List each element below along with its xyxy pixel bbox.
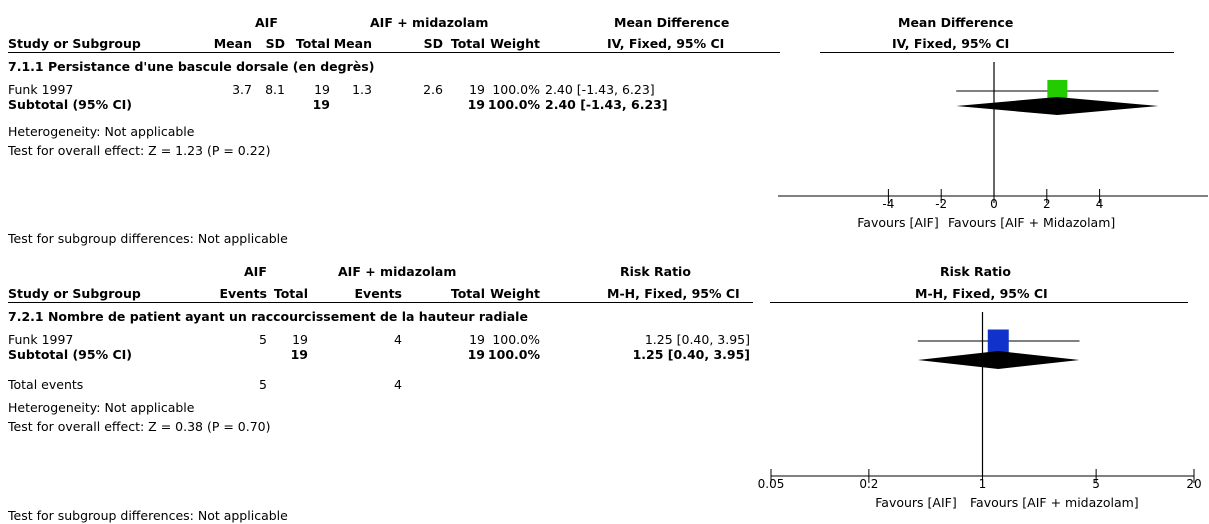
subtotal-weight: 100.0% [487,97,540,112]
column-total2: Total [450,36,485,51]
column-weight: Weight [490,286,540,301]
plot-header: Mean Difference [898,15,1014,30]
subtotal-ci: 2.40 [-1.43, 6.23] [545,97,668,112]
subtotal-total1: 19 [312,97,330,112]
axis-tick-label: 20 [1186,477,1201,491]
column-events2: Events [354,286,402,301]
subgroup-differences-text: Test for subgroup differences: Not appli… [8,231,288,246]
subtotal-label: Subtotal (95% CI) [8,347,132,362]
plot-column-ci: IV, Fixed, 95% CI [892,36,1010,51]
axis-tick-label: 5 [1092,477,1100,491]
total1-value: 19 [292,332,308,347]
plot-header-rule [770,302,1188,303]
column-mean1: Mean [213,36,252,51]
header-rule [8,52,780,53]
column-total1: Total [295,36,330,51]
subgroup-differences-text: Test for subgroup differences: Not appli… [8,508,288,523]
heterogeneity-text: Heterogeneity: Not applicable [8,400,195,415]
subgroup-title: 7.2.1 Nombre de patient ayant un raccour… [8,309,528,324]
favours-right-label: Favours [AIF + midazolam] [970,495,1139,510]
axis-tick-label: 1 [979,477,987,491]
column-ci: M-H, Fixed, 95% CI [607,286,740,301]
effect-header: Risk Ratio [620,264,691,279]
axis-tick-label: -2 [935,197,947,211]
pooled-effect-diamond [956,97,1159,115]
group1-header: AIF [255,15,278,30]
plot-column-ci: M-H, Fixed, 95% CI [915,286,1048,301]
sd1-value: 8.1 [265,82,285,97]
column-sd1: SD [265,36,285,51]
axis-tick-label: 0.2 [859,477,878,491]
axis-tick-label: 4 [1096,197,1104,211]
total-events2: 4 [394,377,402,392]
column-weight: Weight [490,36,540,51]
study-effect-box [1047,80,1068,102]
effect-header: Mean Difference [614,15,730,30]
events1-value: 5 [259,332,267,347]
plot-header-rule [820,52,1174,53]
favours-right-label: Favours [AIF + Midazolam] [948,215,1116,230]
column-sd2: SD [423,36,443,51]
weight-value: 100.0% [492,332,540,347]
total2-value: 19 [469,82,485,97]
heterogeneity-text: Heterogeneity: Not applicable [8,124,195,139]
axis-tick-label: 2 [1043,197,1051,211]
column-mean2: Mean [333,36,372,51]
group2-header: AIF + midazolam [370,15,489,30]
subtotal-total2: 19 [467,347,485,362]
axis-tick-label: 0 [990,197,998,211]
ci-value: 2.40 [-1.43, 6.23] [545,82,655,97]
sd2-value: 2.6 [423,82,443,97]
subtotal-ci: 1.25 [0.40, 3.95] [632,347,750,362]
subtotal-label: Subtotal (95% CI) [8,97,132,112]
axis-tick-label: -4 [882,197,894,211]
column-events1: Events [219,286,267,301]
column-ci: IV, Fixed, 95% CI [607,36,725,51]
column-study: Study or Subgroup [8,286,141,301]
mean1-value: 3.7 [232,82,252,97]
plot-header: Risk Ratio [940,264,1011,279]
column-study: Study or Subgroup [8,36,141,51]
subtotal-total2: 19 [467,97,485,112]
subtotal-weight: 100.0% [487,347,540,362]
ci-value: 1.25 [0.40, 3.95] [644,332,750,347]
header-rule [8,302,753,303]
favours-left-label: Favours [AIF] [857,215,939,230]
column-total2: Total [450,286,485,301]
study-effect-box [987,329,1009,353]
overall-effect-text: Test for overall effect: Z = 1.23 (P = 0… [8,143,271,158]
subgroup-title: 7.1.1 Persistance d'une bascule dorsale … [8,59,375,74]
group2-header: AIF + midazolam [338,264,457,279]
total-events1: 5 [259,377,267,392]
total-events-label: Total events [8,377,84,392]
study-name: Funk 1997 [8,332,74,347]
weight-value: 100.0% [492,82,540,97]
subtotal-total1: 19 [290,347,308,362]
total2-value: 19 [469,332,485,347]
pooled-effect-diamond [917,351,1080,369]
study-name: Funk 1997 [8,82,74,97]
overall-effect-text: Test for overall effect: Z = 0.38 (P = 0… [8,419,271,434]
column-total1: Total [273,286,308,301]
favours-left-label: Favours [AIF] [875,495,957,510]
mean2-value: 1.3 [352,82,372,97]
events2-value: 4 [394,332,402,347]
axis-tick-label: 0.05 [758,477,785,491]
group1-header: AIF [244,264,267,279]
total1-value: 19 [314,82,330,97]
